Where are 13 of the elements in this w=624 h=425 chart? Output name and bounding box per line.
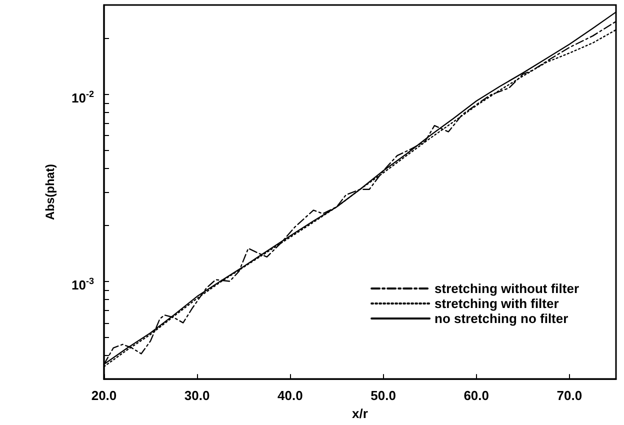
x-tick-label: 60.0 (464, 388, 490, 404)
x-tick-label: 30.0 (184, 388, 210, 404)
x-tick-label: 20.0 (91, 388, 117, 404)
y-tick-label: 10$^{-3}$ (72, 275, 94, 295)
x-tick-label: 50.0 (370, 388, 396, 404)
x-axis-title: x/r (352, 406, 368, 421)
legend-label: no stretching no filter (434, 311, 568, 326)
y-tick-label: 10$^{-2}$ (72, 88, 94, 108)
legend-label: stretching with filter (434, 296, 559, 311)
y-axis-title: Abs(phat) (43, 164, 57, 220)
legend-label: stretching without filter (434, 281, 580, 296)
x-tick-label: 70.0 (556, 388, 582, 404)
x-tick-label: 40.0 (278, 388, 303, 404)
